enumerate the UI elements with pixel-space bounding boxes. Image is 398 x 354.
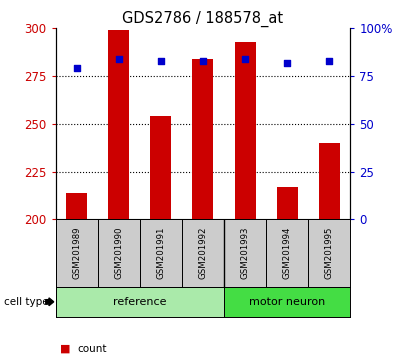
Bar: [140, 219, 182, 287]
Text: GSM201993: GSM201993: [240, 227, 250, 279]
Text: motor neuron: motor neuron: [249, 297, 325, 307]
Text: cell type: cell type: [4, 297, 49, 307]
Bar: [277, 187, 298, 219]
Text: GSM201994: GSM201994: [283, 227, 292, 279]
Point: [200, 58, 206, 64]
Text: ■: ■: [60, 344, 70, 354]
Point: [158, 58, 164, 64]
Title: GDS2786 / 188578_at: GDS2786 / 188578_at: [123, 11, 283, 27]
Bar: [150, 116, 172, 219]
Bar: [66, 193, 87, 219]
Point: [284, 60, 290, 65]
Text: count: count: [78, 344, 107, 354]
Bar: [224, 219, 266, 287]
Bar: [193, 59, 213, 219]
Bar: [234, 42, 256, 219]
Point: [242, 56, 248, 62]
Text: GSM201992: GSM201992: [199, 227, 207, 279]
Text: reference: reference: [113, 297, 167, 307]
Bar: [224, 287, 350, 317]
Text: GSM201990: GSM201990: [114, 227, 123, 279]
Text: GSM201991: GSM201991: [156, 227, 166, 279]
Bar: [266, 219, 308, 287]
Bar: [56, 219, 98, 287]
Bar: [56, 287, 224, 317]
Bar: [98, 219, 140, 287]
Bar: [182, 219, 224, 287]
Point: [74, 65, 80, 71]
Bar: [319, 143, 340, 219]
Point: [326, 58, 332, 64]
Bar: [308, 219, 350, 287]
Point: [116, 56, 122, 62]
Text: GSM201989: GSM201989: [72, 227, 81, 279]
Bar: [108, 30, 129, 219]
Text: GSM201995: GSM201995: [325, 227, 334, 279]
